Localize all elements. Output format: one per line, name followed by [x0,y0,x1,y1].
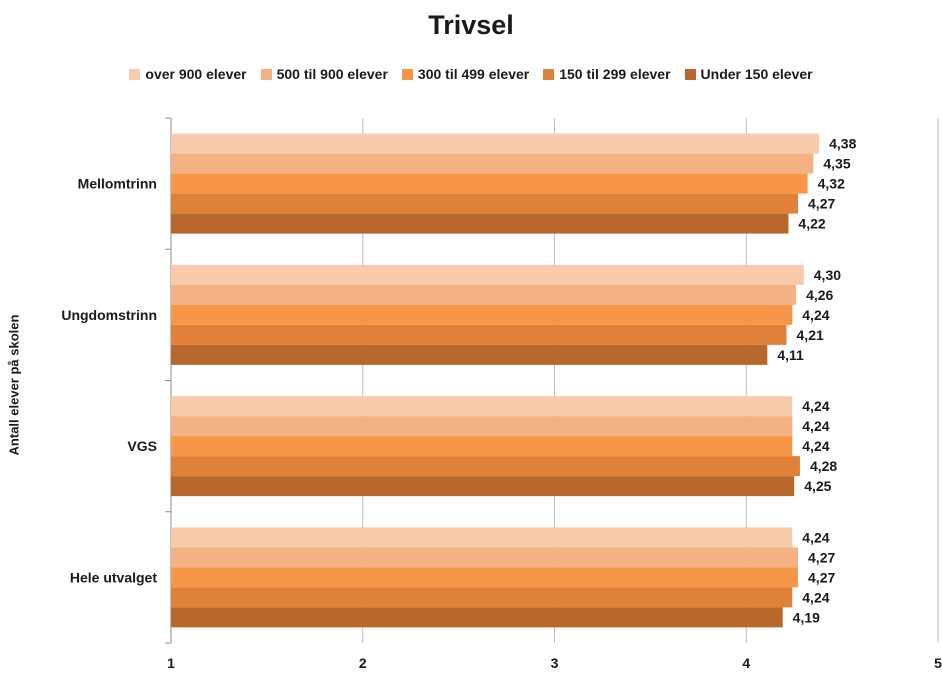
x-tick-label: 2 [359,655,367,671]
bar [171,133,820,154]
legend-item: Under 150 elever [684,66,813,82]
legend-label: 300 til 499 elever [417,66,530,82]
bar [171,436,793,457]
data-label: 4,25 [804,478,831,494]
category-label: Mellomtrinn [78,176,157,192]
bar [171,324,787,345]
legend-label: Under 150 elever [700,66,813,82]
bar [171,264,804,285]
category-label: VGS [127,438,157,454]
chart-title: Trivsel [428,10,514,40]
data-label: 4,32 [818,176,845,192]
x-tick-label: 1 [167,655,175,671]
bar [171,213,789,234]
data-label: 4,27 [808,196,835,212]
legend-item: 500 til 900 elever [260,66,388,82]
data-label: 4,30 [814,267,841,283]
data-label: 4,19 [793,609,820,625]
legend-swatch [260,68,272,80]
data-label: 4,21 [797,327,824,343]
data-label: 4,11 [777,347,804,363]
bar [171,567,799,588]
data-label: 4,27 [808,549,835,565]
legend-item: over 900 elever [129,66,247,82]
bar [171,587,793,608]
bar [171,527,793,548]
legend: over 900 elever 500 til 900 elever 300 t… [0,66,942,82]
bar [171,607,783,628]
legend-item: 150 til 299 elever [543,66,671,82]
data-label: 4,27 [808,569,835,585]
x-tick-label: 3 [551,655,559,671]
legend-swatch [684,68,696,80]
data-label: 4,38 [829,136,856,152]
legend-label: 500 til 900 elever [276,66,388,82]
bar [171,284,797,305]
bar [171,456,800,477]
bar [171,193,799,214]
legend-item: 300 til 499 elever [401,66,530,82]
x-tick-label: 5 [934,655,942,671]
data-label: 4,24 [802,418,829,434]
data-label: 4,24 [802,307,829,323]
bar [171,153,814,174]
data-label: 4,26 [806,287,833,303]
bar [171,476,795,497]
bar [171,396,793,417]
bar [171,173,808,194]
bar [171,547,799,568]
bar [171,344,768,365]
data-label: 4,24 [802,398,829,414]
legend-swatch [543,68,555,80]
legend-swatch [401,68,413,80]
legend-label: 150 til 299 elever [559,66,671,82]
data-label: 4,24 [802,438,829,454]
category-label: Hele utvalget [70,569,157,585]
data-label: 4,35 [823,156,850,172]
data-label: 4,24 [802,529,829,545]
legend-swatch [129,68,141,80]
bar [171,304,793,325]
category-label: Ungdomstrinn [61,307,157,323]
legend-label: over 900 elever [145,66,247,82]
x-tick-label: 4 [742,655,750,671]
data-label: 4,22 [798,216,825,232]
bar [171,416,793,437]
data-label: 4,28 [810,458,837,474]
data-label: 4,24 [802,589,829,605]
